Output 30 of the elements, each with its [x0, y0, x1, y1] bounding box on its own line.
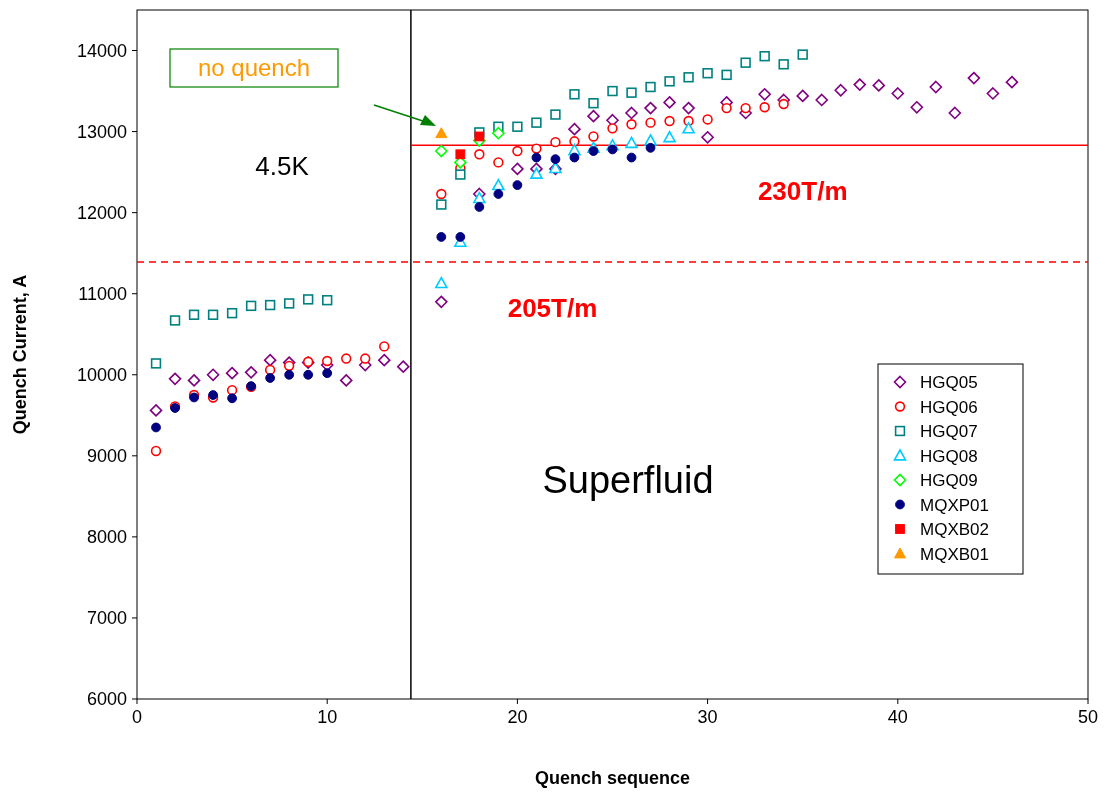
y-tick-label: 9000 — [86, 445, 127, 466]
x-tick-label: 40 — [887, 707, 908, 727]
y-tick-label: 11000 — [78, 283, 127, 304]
y-tick-label: 14000 — [76, 40, 127, 61]
x-tick-label: 0 — [131, 707, 143, 727]
legend-label: HGQ08 — [920, 446, 978, 466]
y-tick-label: 8000 — [86, 526, 127, 547]
legend-label: HGQ05 — [920, 373, 978, 392]
annotation: 4.5K — [255, 151, 310, 181]
y-tick-label: 10000 — [76, 364, 127, 385]
ref-line-label: 205T/m — [507, 293, 598, 324]
legend-label: HGQ09 — [920, 471, 978, 490]
x-tick-label: 30 — [697, 707, 718, 727]
ref-line-label: 230T/m — [757, 176, 848, 207]
y-axis-title: Quench Current, A — [10, 274, 30, 435]
x-tick-label: 50 — [1077, 707, 1099, 727]
legend-label: MQXB01 — [920, 544, 989, 564]
y-tick-label: 12000 — [76, 202, 127, 223]
x-axis-title: Quench sequence — [534, 768, 691, 788]
y-tick-label: 6000 — [86, 689, 127, 709]
annotation: Superfluid — [542, 459, 714, 501]
annotation: no quench — [197, 54, 311, 81]
legend-label: MQXP01 — [920, 495, 989, 515]
legend-label: MQXB02 — [920, 520, 989, 539]
legend-label: HGQ07 — [920, 422, 978, 441]
x-tick-label: 20 — [507, 707, 528, 727]
y-tick-label: 13000 — [76, 121, 127, 142]
legend-label: HGQ06 — [920, 397, 978, 417]
x-tick-label: 10 — [317, 707, 338, 727]
y-tick-label: 7000 — [86, 607, 127, 628]
